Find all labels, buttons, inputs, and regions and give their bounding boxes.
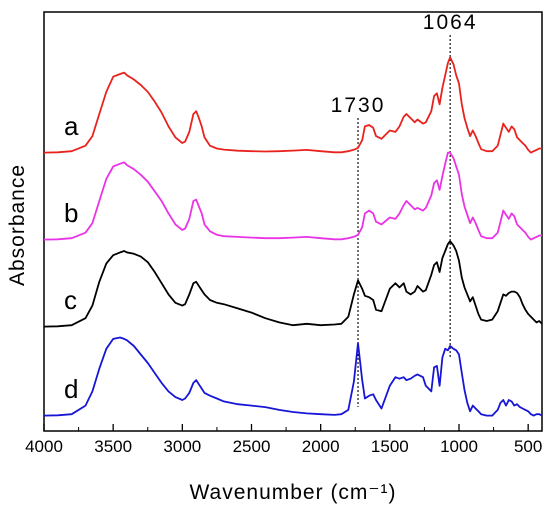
x-axis-tick-labels: 4000 3500 3000 2500 2000 1500 1000 500: [25, 437, 542, 456]
x-tick-label-4000: 4000: [25, 437, 63, 456]
spectra-curves: [43, 56, 543, 417]
curve-a: [43, 56, 542, 154]
annotation-1730: 1730: [331, 94, 386, 117]
x-tick-label-500: 500: [514, 437, 542, 456]
x-tick-label-3500: 3500: [94, 437, 132, 456]
annotation-guides: [357, 35, 451, 407]
curve-d: [43, 336, 543, 417]
annotation-1064: 1064: [423, 11, 478, 34]
peak-annotations: 1730 1064: [331, 11, 478, 117]
y-axis-title: Absorbance: [6, 164, 29, 286]
x-tick-label-2000: 2000: [302, 437, 340, 456]
x-tick-label-3000: 3000: [163, 437, 201, 456]
curve-b: [43, 151, 542, 241]
x-tick-label-1500: 1500: [371, 437, 409, 456]
x-tick-label-2500: 2500: [233, 437, 271, 456]
curve-label-b: b: [64, 198, 78, 228]
x-axis-title: Wavenumber (cm⁻¹): [190, 481, 397, 504]
curve-label-d: d: [64, 374, 78, 404]
curve-labels: a b c d: [64, 111, 79, 404]
curve-label-c: c: [64, 285, 77, 315]
x-axis-ticks: [43, 424, 529, 431]
curve-c: [43, 240, 543, 328]
curve-label-a: a: [64, 111, 79, 141]
x-tick-label-1000: 1000: [440, 437, 478, 456]
plot-frame: [43, 11, 543, 432]
